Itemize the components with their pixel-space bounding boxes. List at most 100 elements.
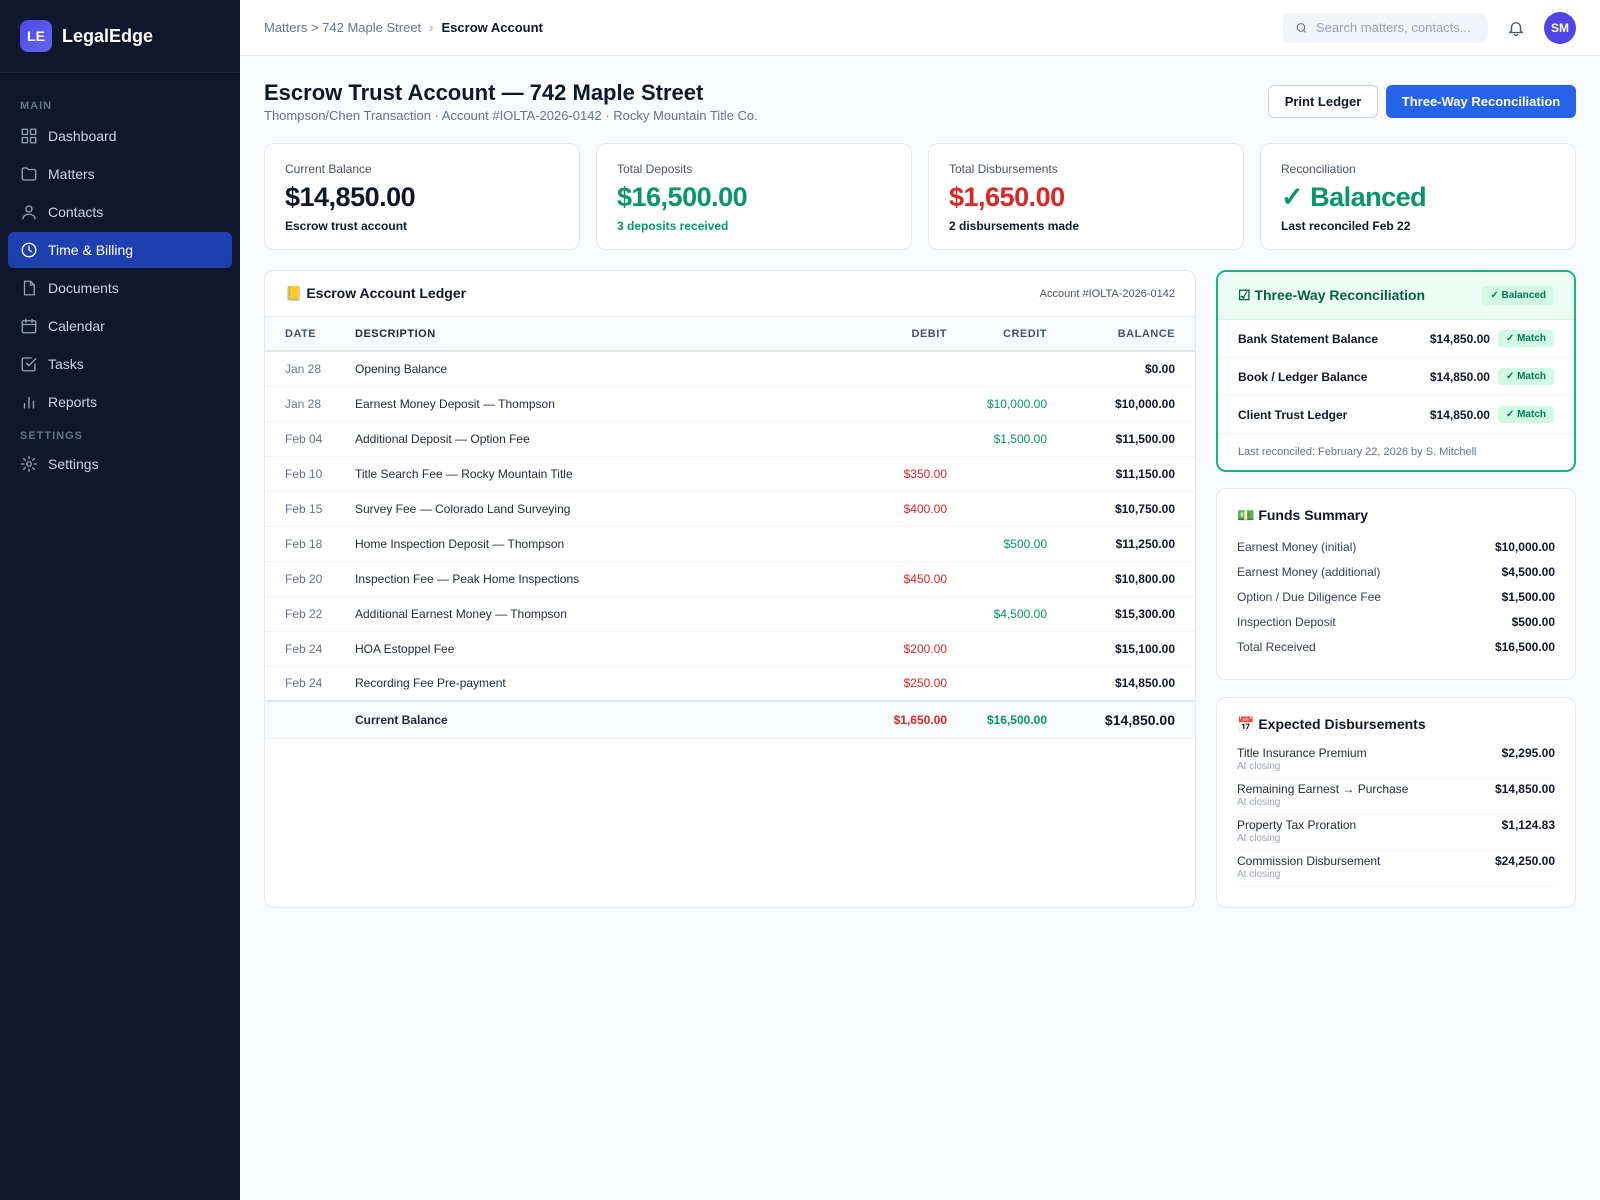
ledger-table: DATE DESCRIPTION DEBIT CREDIT BALANCE Ja… xyxy=(265,317,1195,739)
cell-date: Feb 24 xyxy=(265,631,355,667)
stat-label: Total Disbursements xyxy=(949,162,1058,176)
fund-label: Total Received xyxy=(1237,639,1316,654)
cell-description: Recording Fee Pre-payment xyxy=(355,666,815,702)
sidebar-item-settings[interactable]: Settings xyxy=(8,446,232,482)
cell-balance: $15,300.00 xyxy=(1047,596,1195,632)
sidebar-item-tasks[interactable]: Tasks xyxy=(8,346,232,382)
gear-icon xyxy=(20,455,38,473)
cell-credit: $500.00 xyxy=(947,526,1047,562)
stat-card-total-disbursements: Total Disbursements $1,650.00 2 disburse… xyxy=(928,143,1244,250)
nav-section-settings: SETTINGS xyxy=(20,430,84,442)
user-icon xyxy=(22,205,36,220)
sidebar-item-contacts[interactable]: Contacts xyxy=(8,194,232,230)
table-header-row: DATE DESCRIPTION DEBIT CREDIT BALANCE xyxy=(265,317,1195,352)
cell-date: Feb 04 xyxy=(265,421,355,457)
fund-amount: $16,500.00 xyxy=(1494,639,1555,654)
table-row[interactable]: Feb 18 Home Inspection Deposit — Thompson… xyxy=(265,526,1195,562)
total-date-cell xyxy=(265,700,355,739)
sidebar-item-calendar[interactable]: Calendar xyxy=(8,308,232,344)
disbursement-timing: At closing xyxy=(1237,869,1281,880)
cell-credit xyxy=(947,491,1047,527)
table-row[interactable]: Jan 28 Earnest Money Deposit — Thompson $1… xyxy=(265,386,1195,422)
cell-balance: $10,750.00 xyxy=(1047,491,1195,527)
table-row[interactable]: Feb 24 HOA Estoppel Fee $200.00 $15,100.00 xyxy=(265,631,1195,667)
sidebar-item-reports[interactable]: Reports xyxy=(8,384,232,420)
checkbox-icon xyxy=(21,357,37,372)
notifications-button[interactable] xyxy=(1504,16,1528,40)
cell-credit: $1,500.00 xyxy=(947,421,1047,457)
match-badge: ✓ Match xyxy=(1497,330,1554,347)
match-badge: ✓ Match xyxy=(1497,368,1554,385)
brand[interactable]: LE LegalEdge xyxy=(0,0,240,73)
cell-credit xyxy=(947,456,1047,492)
cell-debit xyxy=(815,351,947,387)
total-credit: $16,500.00 xyxy=(947,700,1047,739)
page-title: Escrow Trust Account — 742 Maple Street xyxy=(264,80,704,105)
ledger-total-row: Current Balance $1,650.00 $16,500.00 $14… xyxy=(265,700,1195,739)
table-row[interactable]: Jan 28 Opening Balance $0.00 xyxy=(265,351,1195,387)
fund-amount: $4,500.00 xyxy=(1501,564,1555,579)
column-header-date[interactable]: DATE xyxy=(265,317,355,352)
search-input[interactable] xyxy=(1316,20,1476,35)
sidebar-item-documents[interactable]: Documents xyxy=(8,270,232,306)
cell-debit: $400.00 xyxy=(815,491,947,527)
list-item: Remaining Earnest → Purchase At closing $1… xyxy=(1237,779,1555,815)
brand-name: LegalEdge xyxy=(62,25,154,46)
table-row[interactable]: Feb 20 Inspection Fee — Peak Home Inspect… xyxy=(265,561,1195,597)
fund-label: Earnest Money (additional) xyxy=(1237,564,1381,579)
recon-row: Book / Ledger Balance $14,850.00 ✓ Match xyxy=(1218,358,1574,396)
list-item: Commission Disbursement At closing $24,250… xyxy=(1237,851,1555,887)
cell-description: Home Inspection Deposit — Thompson xyxy=(355,526,815,562)
list-item: Earnest Money (initial) $10,000.00 xyxy=(1237,534,1555,559)
cell-balance: $10,800.00 xyxy=(1047,561,1195,597)
disbursement-info: Property Tax Proration At closing xyxy=(1237,818,1356,850)
cell-description: Additional Deposit — Option Fee xyxy=(355,421,815,457)
recon-footer: Last reconciled: February 22, 2026 by S.… xyxy=(1238,446,1477,458)
breadcrumb-current: Escrow Account xyxy=(441,20,543,35)
cell-date: Feb 20 xyxy=(265,561,355,597)
stat-note: Last reconciled Feb 22 xyxy=(1281,219,1411,233)
recon-header: ☑ Three-Way Reconciliation ✓ Balanced xyxy=(1218,272,1574,320)
table-row[interactable]: Feb 24 Recording Fee Pre-payment $250.00 $1… xyxy=(265,666,1195,702)
folder-icon xyxy=(21,167,37,181)
fund-label: Option / Due Diligence Fee xyxy=(1237,589,1382,604)
status-badge: ✓ Balanced xyxy=(1482,286,1554,305)
print-ledger-button[interactable]: Print Ledger xyxy=(1268,85,1378,118)
sidebar-item-label: Dashboard xyxy=(48,128,117,144)
cell-date: Feb 10 xyxy=(265,456,355,492)
column-header-description[interactable]: DESCRIPTION xyxy=(355,317,815,352)
table-row[interactable]: Feb 04 Additional Deposit — Option Fee $1,… xyxy=(265,421,1195,457)
disbursement-info: Title Insurance Premium At closing xyxy=(1237,746,1367,778)
column-header-credit[interactable]: CREDIT xyxy=(947,317,1047,352)
list-item: Earnest Money (additional) $4,500.00 xyxy=(1237,559,1555,584)
sidebar-item-label: Matters xyxy=(48,166,95,182)
column-header-balance[interactable]: BALANCE xyxy=(1047,317,1195,352)
sidebar-item-matters[interactable]: Matters xyxy=(8,156,232,192)
table-row[interactable]: Feb 15 Survey Fee — Colorado Land Surveyi… xyxy=(265,491,1195,527)
list-item: Property Tax Proration At closing $1,124.8… xyxy=(1237,815,1555,851)
sidebar-item-dashboard[interactable]: Dashboard xyxy=(8,118,232,154)
list-item: Title Insurance Premium At closing $2,295.… xyxy=(1237,743,1555,779)
three-way-reconciliation-button[interactable]: Three-Way Reconciliation xyxy=(1386,85,1576,118)
recon-row: Client Trust Ledger $14,850.00 ✓ Match xyxy=(1218,396,1574,434)
cell-balance: $11,250.00 xyxy=(1047,526,1195,562)
disbursement-timing: At closing xyxy=(1237,797,1281,808)
breadcrumb-link[interactable]: Matters > 742 Maple Street xyxy=(264,20,422,35)
search-box[interactable] xyxy=(1283,12,1488,43)
avatar[interactable]: SM xyxy=(1544,11,1576,44)
cell-balance: $15,100.00 xyxy=(1047,631,1195,667)
column-header-debit[interactable]: DEBIT xyxy=(815,317,947,352)
disbursement-amount: $1,124.83 xyxy=(1501,818,1555,832)
stat-note: 2 disbursements made xyxy=(949,219,1080,233)
cell-credit: $10,000.00 xyxy=(947,386,1047,422)
table-row[interactable]: Feb 22 Additional Earnest Money — Thompso… xyxy=(265,596,1195,632)
fund-amount: $500.00 xyxy=(1511,614,1555,629)
stat-card-total-deposits: Total Deposits $16,500.00 3 deposits rec… xyxy=(596,143,912,250)
disbursement-amount: $24,250.00 xyxy=(1494,854,1555,868)
recon-row-amount: $14,850.00 xyxy=(1429,369,1490,384)
sidebar-item-label: Settings xyxy=(48,456,99,472)
table-row[interactable]: Feb 10 Title Search Fee — Rocky Mountain … xyxy=(265,456,1195,492)
sidebar-item-time-billing[interactable]: Time & Billing xyxy=(8,232,232,268)
bell-icon xyxy=(1508,21,1524,36)
cell-debit xyxy=(815,421,947,457)
